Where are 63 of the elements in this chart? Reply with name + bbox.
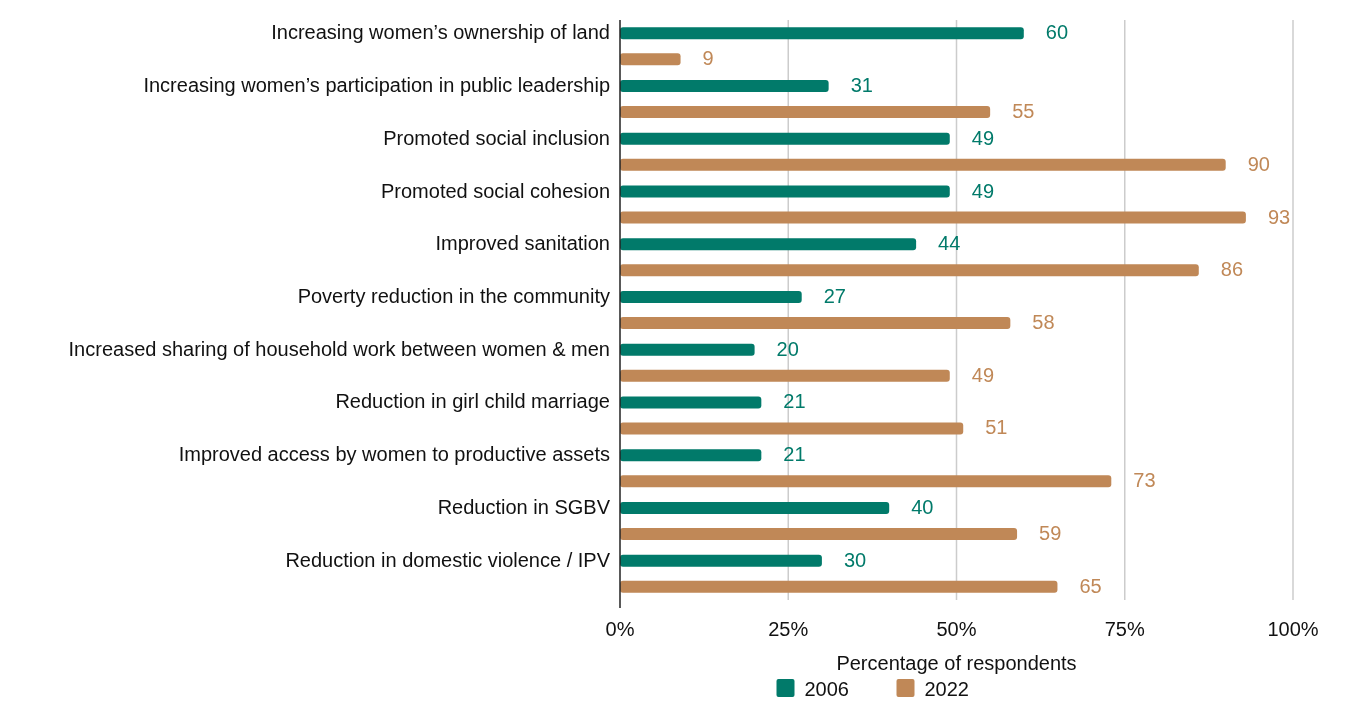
- y-tick-label: Improved access by women to productive assets: [178, 443, 610, 466]
- legend-label: 2006: [804, 678, 849, 700]
- bar: [620, 527, 1018, 540]
- x-tick-label: 75%: [1104, 618, 1145, 640]
- bar: [620, 317, 1011, 329]
- bar: [620, 132, 950, 145]
- data-label: 49: [971, 363, 995, 386]
- data-label: 49: [971, 179, 995, 202]
- x-tick-label: 50%: [936, 618, 977, 640]
- bar: [620, 27, 1024, 40]
- bar: [620, 343, 755, 356]
- data-label: 40: [911, 495, 934, 518]
- data-label: 93: [1267, 205, 1291, 228]
- bar: [620, 580, 1058, 593]
- y-tick-label: Improved sanitation: [435, 232, 610, 255]
- y-tick-label: Promoted social inclusion: [383, 126, 610, 149]
- bar: [620, 158, 1226, 171]
- bar: [620, 396, 762, 409]
- bar: [620, 422, 964, 435]
- data-label: 73: [1133, 469, 1156, 492]
- bar: [620, 501, 890, 514]
- data-label: 51: [985, 416, 1008, 439]
- bar: [620, 80, 829, 93]
- data-label: 65: [1079, 574, 1102, 597]
- bar: [620, 106, 991, 119]
- bar: [620, 185, 950, 198]
- x-tick-label: 100%: [1267, 618, 1319, 640]
- data-label: 60: [1045, 21, 1069, 44]
- y-tick-label: Increased sharing of household work between women & men: [68, 337, 610, 360]
- bar: [620, 475, 1112, 488]
- y-tick-label: Promoted social cohesion: [380, 179, 610, 202]
- bar: [620, 264, 1199, 277]
- y-tick-label: Poverty reduction in the community: [297, 285, 610, 307]
- x-tick-label: 0%: [605, 618, 635, 640]
- data-label: 86: [1220, 258, 1244, 281]
- y-tick-label: Reduction in domestic violence / IPV: [285, 548, 611, 571]
- data-label: 59: [1039, 521, 1062, 544]
- data-label: 27: [823, 285, 846, 307]
- y-tick-label: Increasing women’s ownership of land: [271, 21, 610, 44]
- bar: [620, 53, 681, 66]
- data-label: 58: [1032, 311, 1055, 333]
- data-label: 55: [1012, 100, 1035, 123]
- legend-label: 2022: [924, 678, 969, 700]
- bar: [620, 449, 762, 462]
- x-axis-title: Percentage of respondents: [836, 652, 1077, 674]
- data-label: 30: [843, 548, 867, 571]
- bar: [620, 554, 822, 567]
- bar: [620, 211, 1246, 224]
- data-label: 90: [1247, 152, 1270, 175]
- data-label: 31: [850, 74, 873, 97]
- x-tick-label: 25%: [768, 618, 809, 640]
- data-label: 49: [971, 126, 995, 149]
- data-label: 20: [776, 337, 799, 360]
- data-label: 21: [783, 443, 806, 466]
- bar: [620, 369, 950, 382]
- data-label: 44: [938, 232, 961, 255]
- data-label: 9: [702, 47, 714, 70]
- bar: [620, 238, 917, 251]
- y-tick-label: Reduction in SGBV: [437, 495, 611, 518]
- y-tick-label: Increasing women’s participation in public leadership: [143, 74, 610, 97]
- y-tick-label: Reduction in girl child marriage: [335, 390, 610, 413]
- data-label: 21: [783, 390, 806, 413]
- bar: [620, 291, 802, 303]
